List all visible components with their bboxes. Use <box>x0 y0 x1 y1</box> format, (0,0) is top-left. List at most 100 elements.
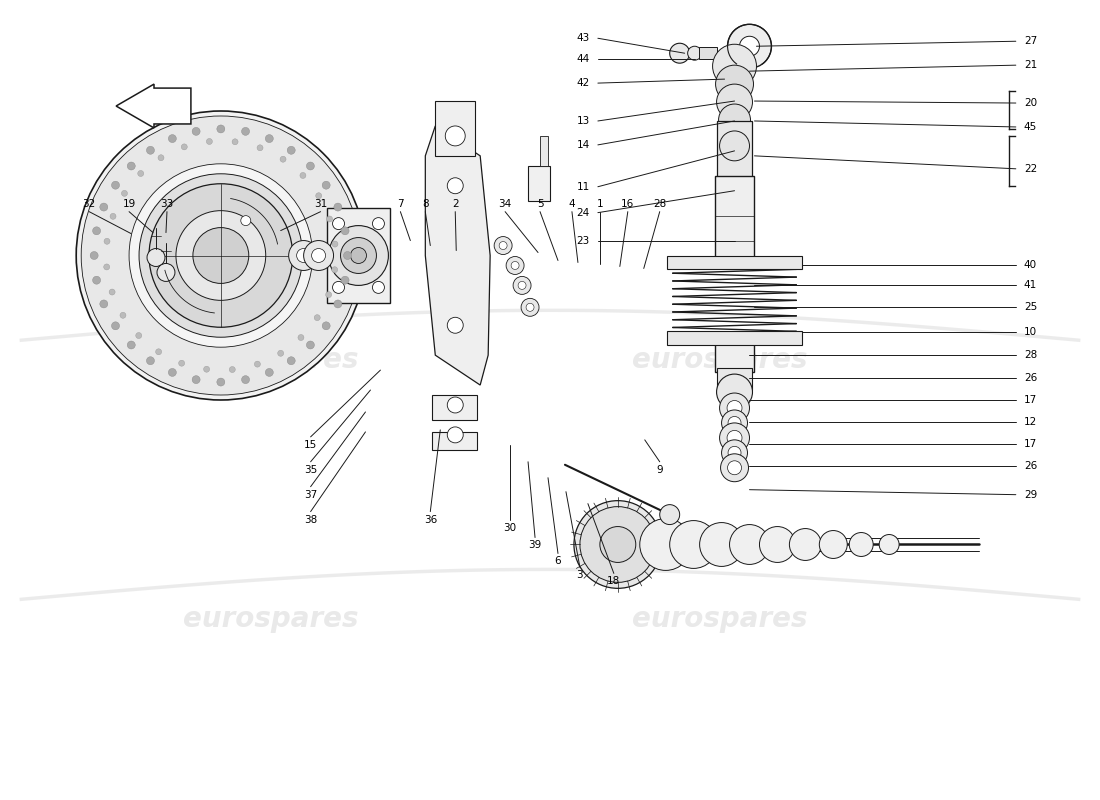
Circle shape <box>494 237 513 254</box>
Circle shape <box>304 241 333 270</box>
Text: 5: 5 <box>537 198 543 209</box>
Bar <box>667 331 802 345</box>
Circle shape <box>307 162 315 170</box>
Circle shape <box>719 123 749 153</box>
Bar <box>540 136 548 166</box>
Text: eurospares: eurospares <box>183 346 359 374</box>
Circle shape <box>76 111 365 400</box>
Bar <box>715 332 755 372</box>
Bar <box>432 432 477 450</box>
Circle shape <box>135 333 142 338</box>
Text: 37: 37 <box>304 490 317 500</box>
Text: 8: 8 <box>422 198 429 209</box>
Circle shape <box>109 289 116 295</box>
Circle shape <box>334 203 342 211</box>
Circle shape <box>446 126 465 146</box>
Circle shape <box>719 131 749 161</box>
Text: 12: 12 <box>1024 417 1037 427</box>
Text: 17: 17 <box>1024 395 1037 405</box>
Circle shape <box>277 350 284 356</box>
Text: 35: 35 <box>304 465 317 474</box>
Bar <box>327 208 390 303</box>
Circle shape <box>700 522 744 566</box>
Circle shape <box>146 357 154 365</box>
Circle shape <box>722 440 748 466</box>
Circle shape <box>513 277 531 294</box>
Circle shape <box>265 134 273 142</box>
Text: 6: 6 <box>554 557 561 566</box>
Circle shape <box>257 145 263 150</box>
Circle shape <box>148 184 293 327</box>
Circle shape <box>670 521 717 569</box>
Text: 42: 42 <box>576 78 590 88</box>
Circle shape <box>254 361 261 367</box>
Circle shape <box>90 251 98 259</box>
Circle shape <box>521 298 539 316</box>
Text: 24: 24 <box>576 208 590 218</box>
Circle shape <box>128 162 135 170</box>
Circle shape <box>100 300 108 308</box>
Text: 29: 29 <box>1024 490 1037 500</box>
Circle shape <box>287 146 295 154</box>
Circle shape <box>298 334 304 341</box>
Circle shape <box>718 104 750 136</box>
Circle shape <box>158 154 164 161</box>
Circle shape <box>759 526 795 562</box>
Circle shape <box>720 142 748 170</box>
Text: 25: 25 <box>1024 302 1037 312</box>
Circle shape <box>168 369 176 377</box>
Circle shape <box>448 318 463 334</box>
Text: 3: 3 <box>576 570 583 580</box>
Text: 27: 27 <box>1024 36 1037 46</box>
Circle shape <box>580 506 656 582</box>
Circle shape <box>343 251 352 259</box>
Circle shape <box>334 300 342 308</box>
Text: 20: 20 <box>1024 98 1037 108</box>
Text: 26: 26 <box>1024 461 1037 470</box>
Text: 34: 34 <box>498 198 512 209</box>
Circle shape <box>716 65 754 103</box>
Circle shape <box>332 282 344 294</box>
Circle shape <box>242 376 250 384</box>
Circle shape <box>720 454 748 482</box>
Circle shape <box>322 182 330 189</box>
Circle shape <box>242 127 250 135</box>
Circle shape <box>146 146 154 154</box>
Circle shape <box>739 36 759 56</box>
Circle shape <box>728 417 741 430</box>
Text: eurospares: eurospares <box>631 606 807 634</box>
Circle shape <box>316 193 321 198</box>
Circle shape <box>300 173 306 178</box>
Text: 19: 19 <box>122 198 135 209</box>
Circle shape <box>574 501 662 588</box>
Circle shape <box>168 134 176 142</box>
Bar <box>432 395 477 420</box>
Circle shape <box>729 525 769 565</box>
Circle shape <box>727 24 771 68</box>
Circle shape <box>241 216 251 226</box>
Circle shape <box>178 360 185 366</box>
Circle shape <box>232 138 238 145</box>
Circle shape <box>341 276 349 284</box>
Text: 28: 28 <box>653 198 667 209</box>
Circle shape <box>518 282 526 290</box>
Circle shape <box>506 257 524 274</box>
Text: 13: 13 <box>576 116 590 126</box>
Bar <box>716 121 752 181</box>
Text: 44: 44 <box>576 54 590 64</box>
Circle shape <box>727 401 742 415</box>
Circle shape <box>100 203 108 211</box>
Text: 38: 38 <box>304 514 317 525</box>
Text: 22: 22 <box>1024 164 1037 174</box>
Circle shape <box>448 427 463 443</box>
Circle shape <box>879 534 899 554</box>
Circle shape <box>182 144 187 150</box>
Circle shape <box>332 241 338 247</box>
Circle shape <box>849 533 873 557</box>
Text: 2: 2 <box>452 198 459 209</box>
Text: 7: 7 <box>397 198 404 209</box>
Text: 30: 30 <box>504 522 517 533</box>
Circle shape <box>716 84 752 120</box>
Circle shape <box>121 190 128 196</box>
Bar <box>716 368 752 390</box>
